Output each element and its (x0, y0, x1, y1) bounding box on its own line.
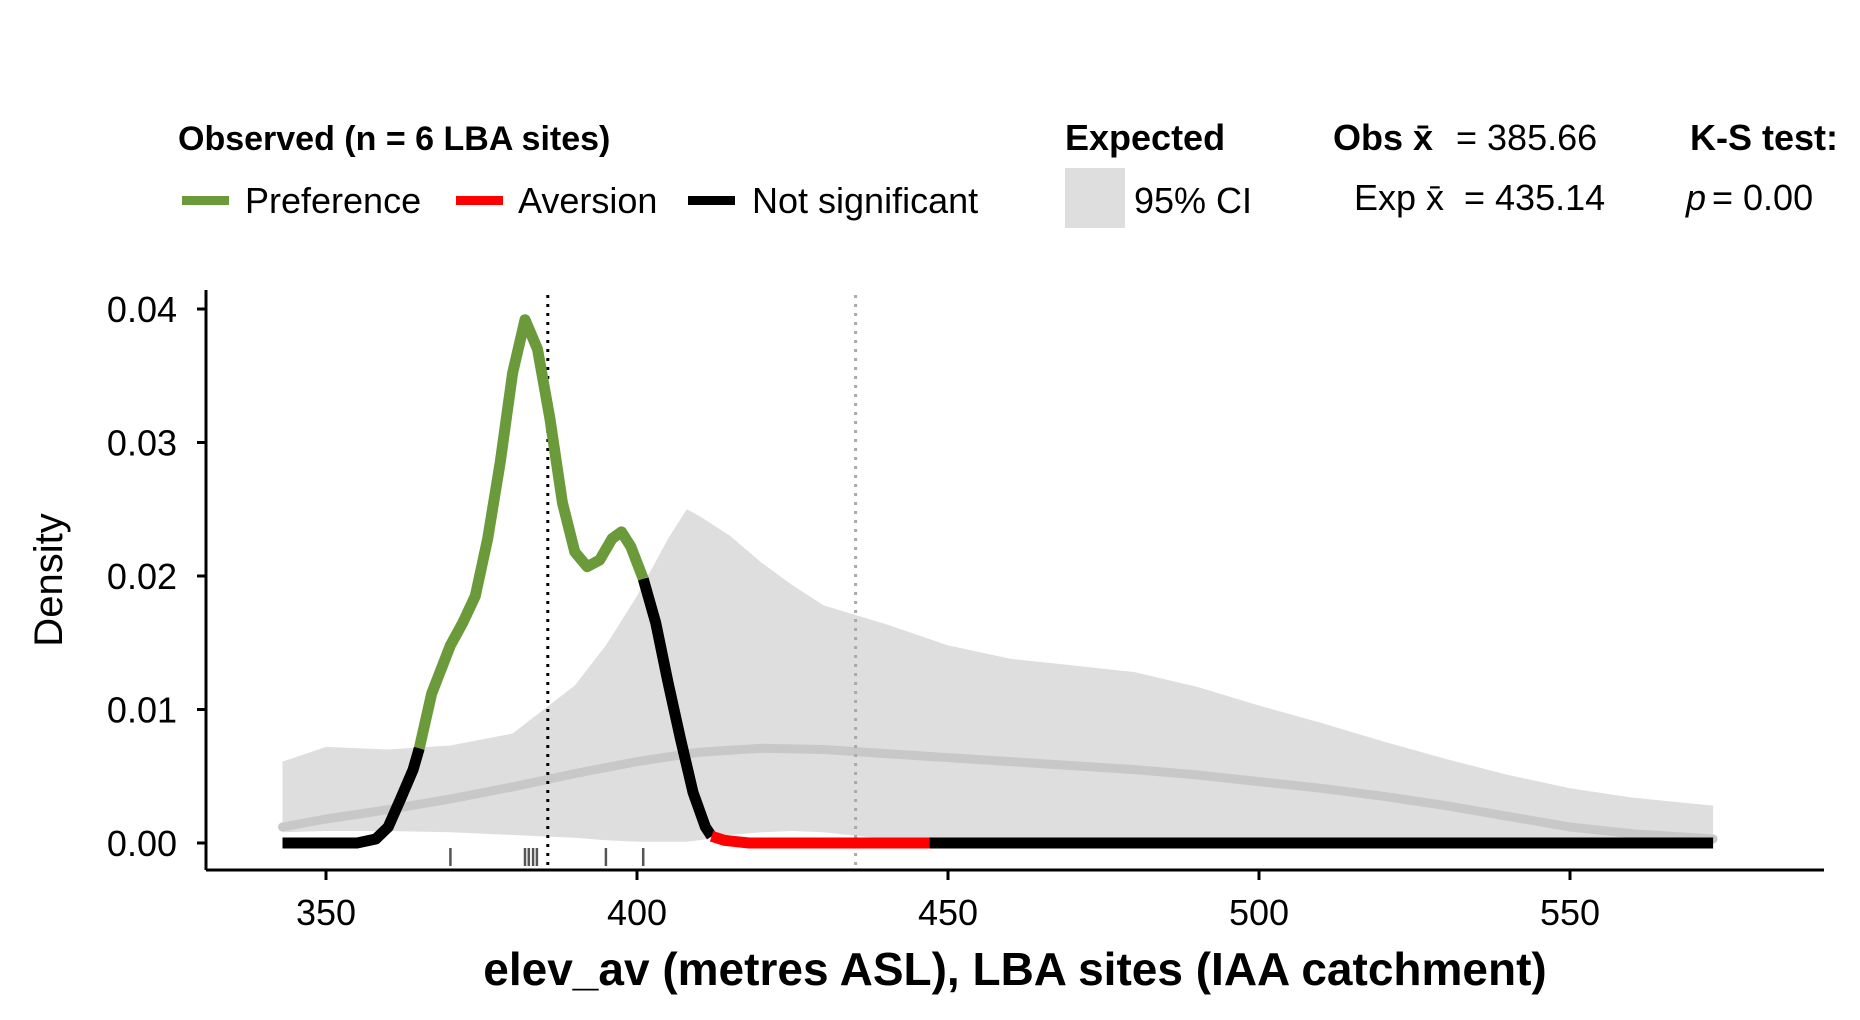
observed-legend-title: Observed (n = 6 LBA sites) (178, 120, 610, 158)
preference-swatch (182, 196, 229, 205)
not-significant-swatch (688, 196, 735, 205)
mean-reference-lines (546, 295, 858, 870)
not-significant-legend-label: Not significant (752, 180, 978, 221)
x-tick-label: 550 (1540, 892, 1600, 933)
not-significant-segment-1 (282, 746, 425, 849)
expected-mean-curve (278, 743, 1718, 844)
ci-swatch (1065, 168, 1125, 228)
ks-test-title: K-S test: (1690, 117, 1838, 158)
x-tick-label: 350 (296, 892, 356, 933)
ci-legend-label: 95% CI (1134, 180, 1252, 221)
not-significant-segment-2 (637, 577, 717, 840)
p-symbol: p (1685, 177, 1706, 218)
y-tick-label: 0.00 (107, 823, 177, 864)
y-tick-label: 0.01 (107, 690, 177, 731)
preference-segment-1 (413, 314, 649, 750)
observed-density-layer (282, 314, 1714, 849)
expected-mean-curve-layer (278, 743, 1718, 844)
y-axis-label: Density (27, 513, 71, 646)
aversion-swatch (456, 196, 503, 205)
y-tick-label: 0.03 (107, 423, 177, 464)
aversion-legend-label: Aversion (518, 180, 657, 221)
expected-legend-title: Expected (1065, 117, 1225, 158)
rug-layer (449, 848, 645, 866)
y-tick-label: 0.02 (107, 556, 177, 597)
obs-mean-label: Obs x̄ (1333, 117, 1433, 158)
x-tick-label: 400 (607, 892, 667, 933)
obs-mean-value: = 385.66 (1456, 117, 1597, 158)
x-tick-label: 500 (1229, 892, 1289, 933)
y-ticks: 0.00 0.01 0.02 0.03 0.04 (107, 289, 206, 864)
exp-mean-value: = 435.14 (1464, 177, 1605, 218)
aversion-segment-1 (709, 831, 930, 849)
x-axis-label: elev_av (metres ASL), LBA sites (IAA cat… (483, 943, 1546, 995)
axes (204, 290, 1824, 872)
x-tick-label: 450 (918, 892, 978, 933)
exp-mean-label: Exp x̄ (1354, 177, 1444, 218)
p-value: = 0.00 (1712, 177, 1813, 218)
preference-legend-label: Preference (245, 180, 421, 221)
x-ticks: 350 400 450 500 550 (296, 870, 1600, 933)
y-tick-label: 0.04 (107, 289, 177, 330)
